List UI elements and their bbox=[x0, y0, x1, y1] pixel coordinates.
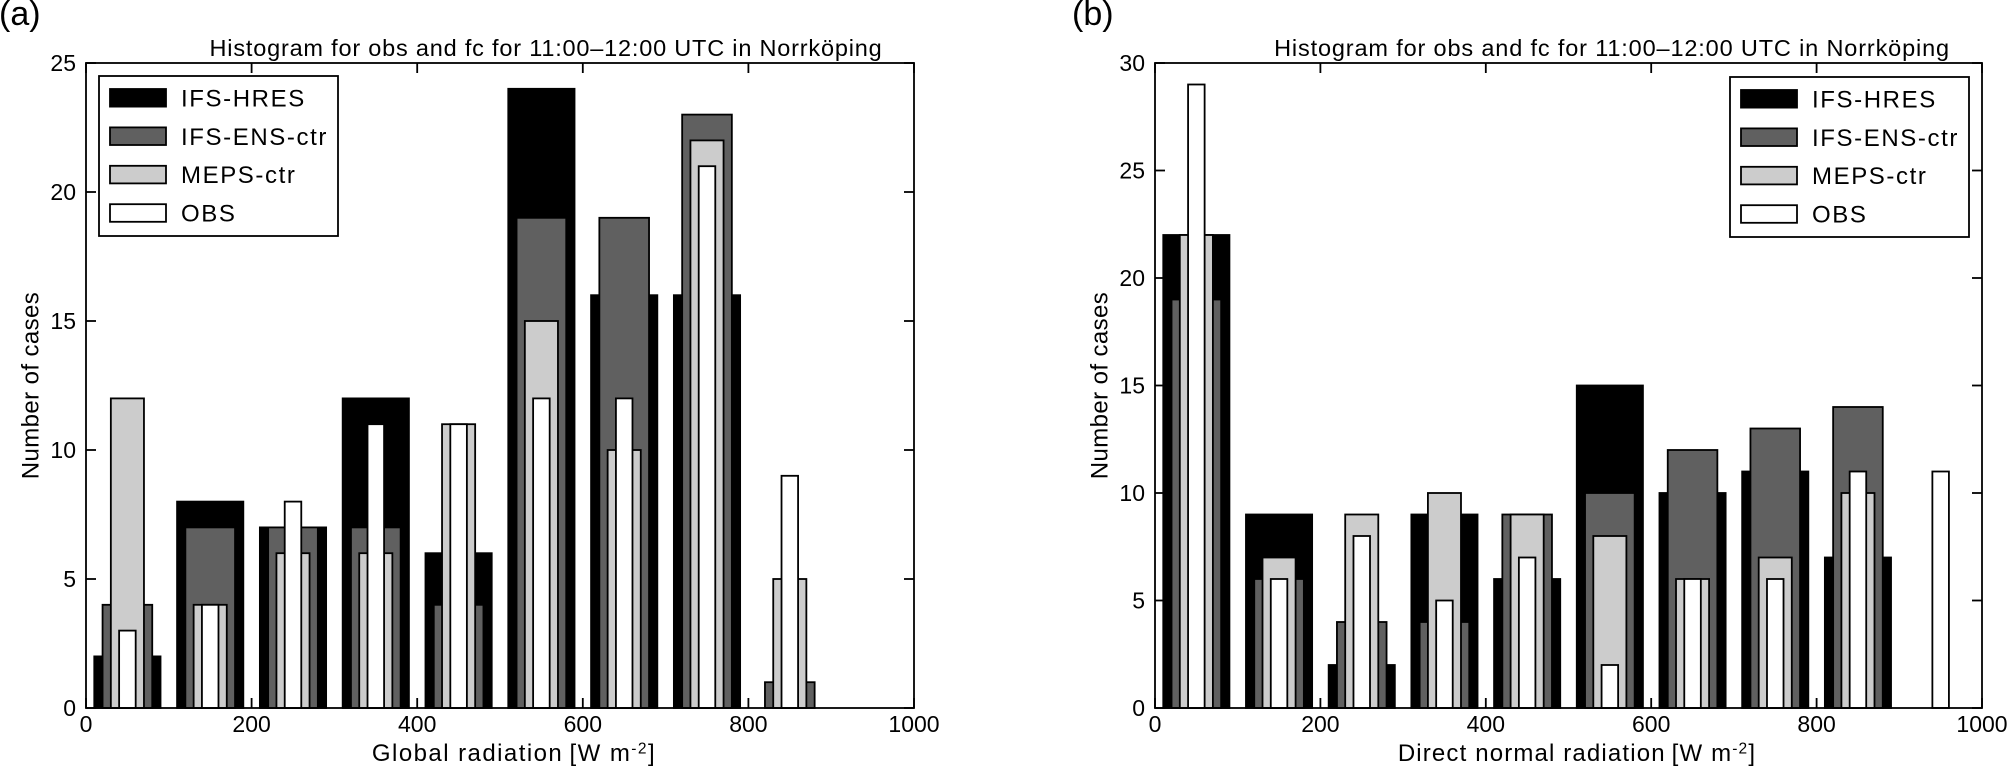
svg-text:800: 800 bbox=[729, 711, 767, 737]
svg-text:20: 20 bbox=[1119, 265, 1145, 291]
svg-text:Histogram for obs and fc for 1: Histogram for obs and fc for 11:00–12:00… bbox=[210, 35, 883, 61]
svg-text:Direct normal radiation [W m-2: Direct normal radiation [W m-2] bbox=[1398, 740, 1756, 766]
svg-text:(a): (a) bbox=[0, 0, 41, 33]
svg-text:20: 20 bbox=[50, 179, 76, 205]
svg-text:400: 400 bbox=[1467, 711, 1505, 737]
svg-text:0: 0 bbox=[63, 695, 76, 721]
svg-text:0: 0 bbox=[1132, 695, 1145, 721]
svg-text:0: 0 bbox=[1149, 711, 1162, 737]
svg-text:5: 5 bbox=[63, 566, 76, 592]
svg-text:200: 200 bbox=[232, 711, 270, 737]
svg-text:0: 0 bbox=[80, 711, 93, 737]
svg-text:5: 5 bbox=[1132, 588, 1145, 614]
svg-text:IFS-ENS-ctr: IFS-ENS-ctr bbox=[181, 124, 328, 151]
svg-text:OBS: OBS bbox=[181, 201, 236, 228]
svg-text:OBS: OBS bbox=[1812, 202, 1867, 229]
svg-text:600: 600 bbox=[564, 711, 602, 737]
svg-text:1000: 1000 bbox=[888, 711, 939, 737]
svg-text:25: 25 bbox=[1119, 158, 1145, 184]
svg-text:10: 10 bbox=[1119, 480, 1145, 506]
svg-text:Global radiation [W m-2]: Global radiation [W m-2] bbox=[372, 740, 656, 766]
svg-text:800: 800 bbox=[1797, 711, 1835, 737]
svg-text:MEPS-ctr: MEPS-ctr bbox=[1812, 163, 1927, 190]
svg-text:IFS-HRES: IFS-HRES bbox=[181, 85, 306, 112]
svg-text:25: 25 bbox=[50, 50, 76, 76]
svg-text:1000: 1000 bbox=[1956, 711, 2007, 737]
svg-text:IFS-ENS-ctr: IFS-ENS-ctr bbox=[1812, 125, 1959, 152]
svg-text:600: 600 bbox=[1632, 711, 1670, 737]
svg-text:IFS-HRES: IFS-HRES bbox=[1812, 86, 1937, 113]
svg-text:200: 200 bbox=[1301, 711, 1339, 737]
svg-text:15: 15 bbox=[1119, 373, 1145, 399]
svg-text:Number of cases: Number of cases bbox=[1087, 292, 1114, 479]
svg-text:Histogram for obs and fc for 1: Histogram for obs and fc for 11:00–12:00… bbox=[1274, 35, 1950, 61]
svg-text:(b): (b) bbox=[1072, 0, 1114, 33]
svg-text:Number of cases: Number of cases bbox=[18, 292, 45, 479]
svg-text:400: 400 bbox=[398, 711, 436, 737]
svg-text:MEPS-ctr: MEPS-ctr bbox=[181, 162, 296, 189]
svg-text:15: 15 bbox=[50, 308, 76, 334]
svg-text:10: 10 bbox=[50, 437, 76, 463]
svg-text:30: 30 bbox=[1119, 50, 1145, 76]
